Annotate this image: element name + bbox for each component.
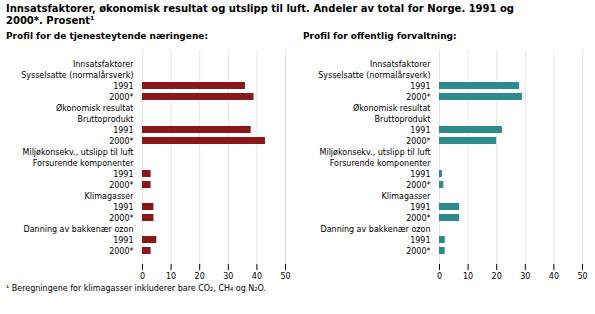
svg-text:1991: 1991 bbox=[113, 236, 133, 245]
svg-text:2000*: 2000* bbox=[406, 247, 430, 256]
svg-text:Innsatsfaktorer: Innsatsfaktorer bbox=[73, 60, 134, 69]
svg-text:1991: 1991 bbox=[410, 126, 430, 135]
svg-text:Klimagasser: Klimagasser bbox=[382, 192, 432, 201]
svg-text:50: 50 bbox=[577, 272, 587, 281]
svg-text:Bruttoprodukt: Bruttoprodukt bbox=[374, 115, 430, 124]
svg-text:0: 0 bbox=[140, 272, 145, 281]
html-text:Profil for offentlig forvaltni: Profil for offentlig forvaltning: bbox=[303, 31, 457, 41]
svg-text:2000*: 2000* bbox=[406, 137, 430, 146]
svg-text:Innsatsfaktorer: Innsatsfaktorer bbox=[370, 60, 431, 69]
svg-text:Sysselsatte (normalårsverk): Sysselsatte (normalårsverk) bbox=[21, 70, 133, 80]
svg-text:Økonomisk resultat: Økonomisk resultat bbox=[56, 103, 134, 113]
svg-text:Forsurende komponenter: Forsurende komponenter bbox=[33, 159, 135, 168]
svg-text:40: 40 bbox=[549, 272, 559, 281]
html-text:Innsatsfaktorer, økonomisk res: Innsatsfaktorer, økonomisk resultat og u… bbox=[6, 3, 514, 14]
svg-text:10: 10 bbox=[463, 272, 473, 281]
svg-text:Miljøkonsekv., utslipp til luf: Miljøkonsekv., utslipp til luft bbox=[320, 148, 431, 157]
svg-text:20: 20 bbox=[195, 272, 205, 281]
svg-text:30: 30 bbox=[223, 272, 233, 281]
svg-text:Bruttoprodukt: Bruttoprodukt bbox=[77, 115, 133, 124]
svg-text:2000*: 2000* bbox=[109, 181, 133, 190]
svg-text:Miljøkonsekv., utslipp til luf: Miljøkonsekv., utslipp til luft bbox=[23, 148, 134, 157]
svg-text:2000*: 2000* bbox=[109, 214, 133, 223]
html-text:2000*. Prosent¹: 2000*. Prosent¹ bbox=[6, 15, 95, 26]
html-text:Profil for de tjenesteytende n: Profil for de tjenesteytende næringene: bbox=[6, 31, 208, 41]
svg-text:1991: 1991 bbox=[113, 170, 133, 179]
svg-text:2000*: 2000* bbox=[406, 93, 430, 102]
svg-text:1991: 1991 bbox=[113, 126, 133, 135]
svg-text:1991: 1991 bbox=[410, 236, 430, 245]
html-text:¹ Beregningene for klimagasser: ¹ Beregningene for klimagasser inkludere… bbox=[6, 284, 266, 293]
svg-text:40: 40 bbox=[252, 272, 262, 281]
svg-text:50: 50 bbox=[280, 272, 290, 281]
svg-text:2000*: 2000* bbox=[109, 247, 133, 256]
svg-text:2000*: 2000* bbox=[109, 137, 133, 146]
svg-text:0: 0 bbox=[437, 272, 442, 281]
svg-text:Forsurende komponenter: Forsurende komponenter bbox=[330, 159, 432, 168]
svg-text:Danning av bakkenær ozon: Danning av bakkenær ozon bbox=[321, 225, 431, 234]
svg-text:1991: 1991 bbox=[410, 203, 430, 212]
svg-text:Danning av bakkenær ozon: Danning av bakkenær ozon bbox=[24, 225, 134, 234]
svg-text:1991: 1991 bbox=[113, 203, 133, 212]
svg-text:20: 20 bbox=[492, 272, 502, 281]
svg-text:2000*: 2000* bbox=[109, 93, 133, 102]
svg-text:1991: 1991 bbox=[113, 82, 133, 91]
svg-text:1991: 1991 bbox=[410, 82, 430, 91]
svg-text:2000*: 2000* bbox=[406, 214, 430, 223]
svg-text:2000*: 2000* bbox=[406, 181, 430, 190]
svg-text:10: 10 bbox=[166, 272, 176, 281]
svg-text:Økonomisk resultat: Økonomisk resultat bbox=[353, 103, 431, 113]
svg-text:Klimagasser: Klimagasser bbox=[85, 192, 135, 201]
svg-text:30: 30 bbox=[520, 272, 530, 281]
svg-text:Sysselsatte (normalårsverk): Sysselsatte (normalårsverk) bbox=[318, 70, 430, 80]
svg-text:1991: 1991 bbox=[410, 170, 430, 179]
